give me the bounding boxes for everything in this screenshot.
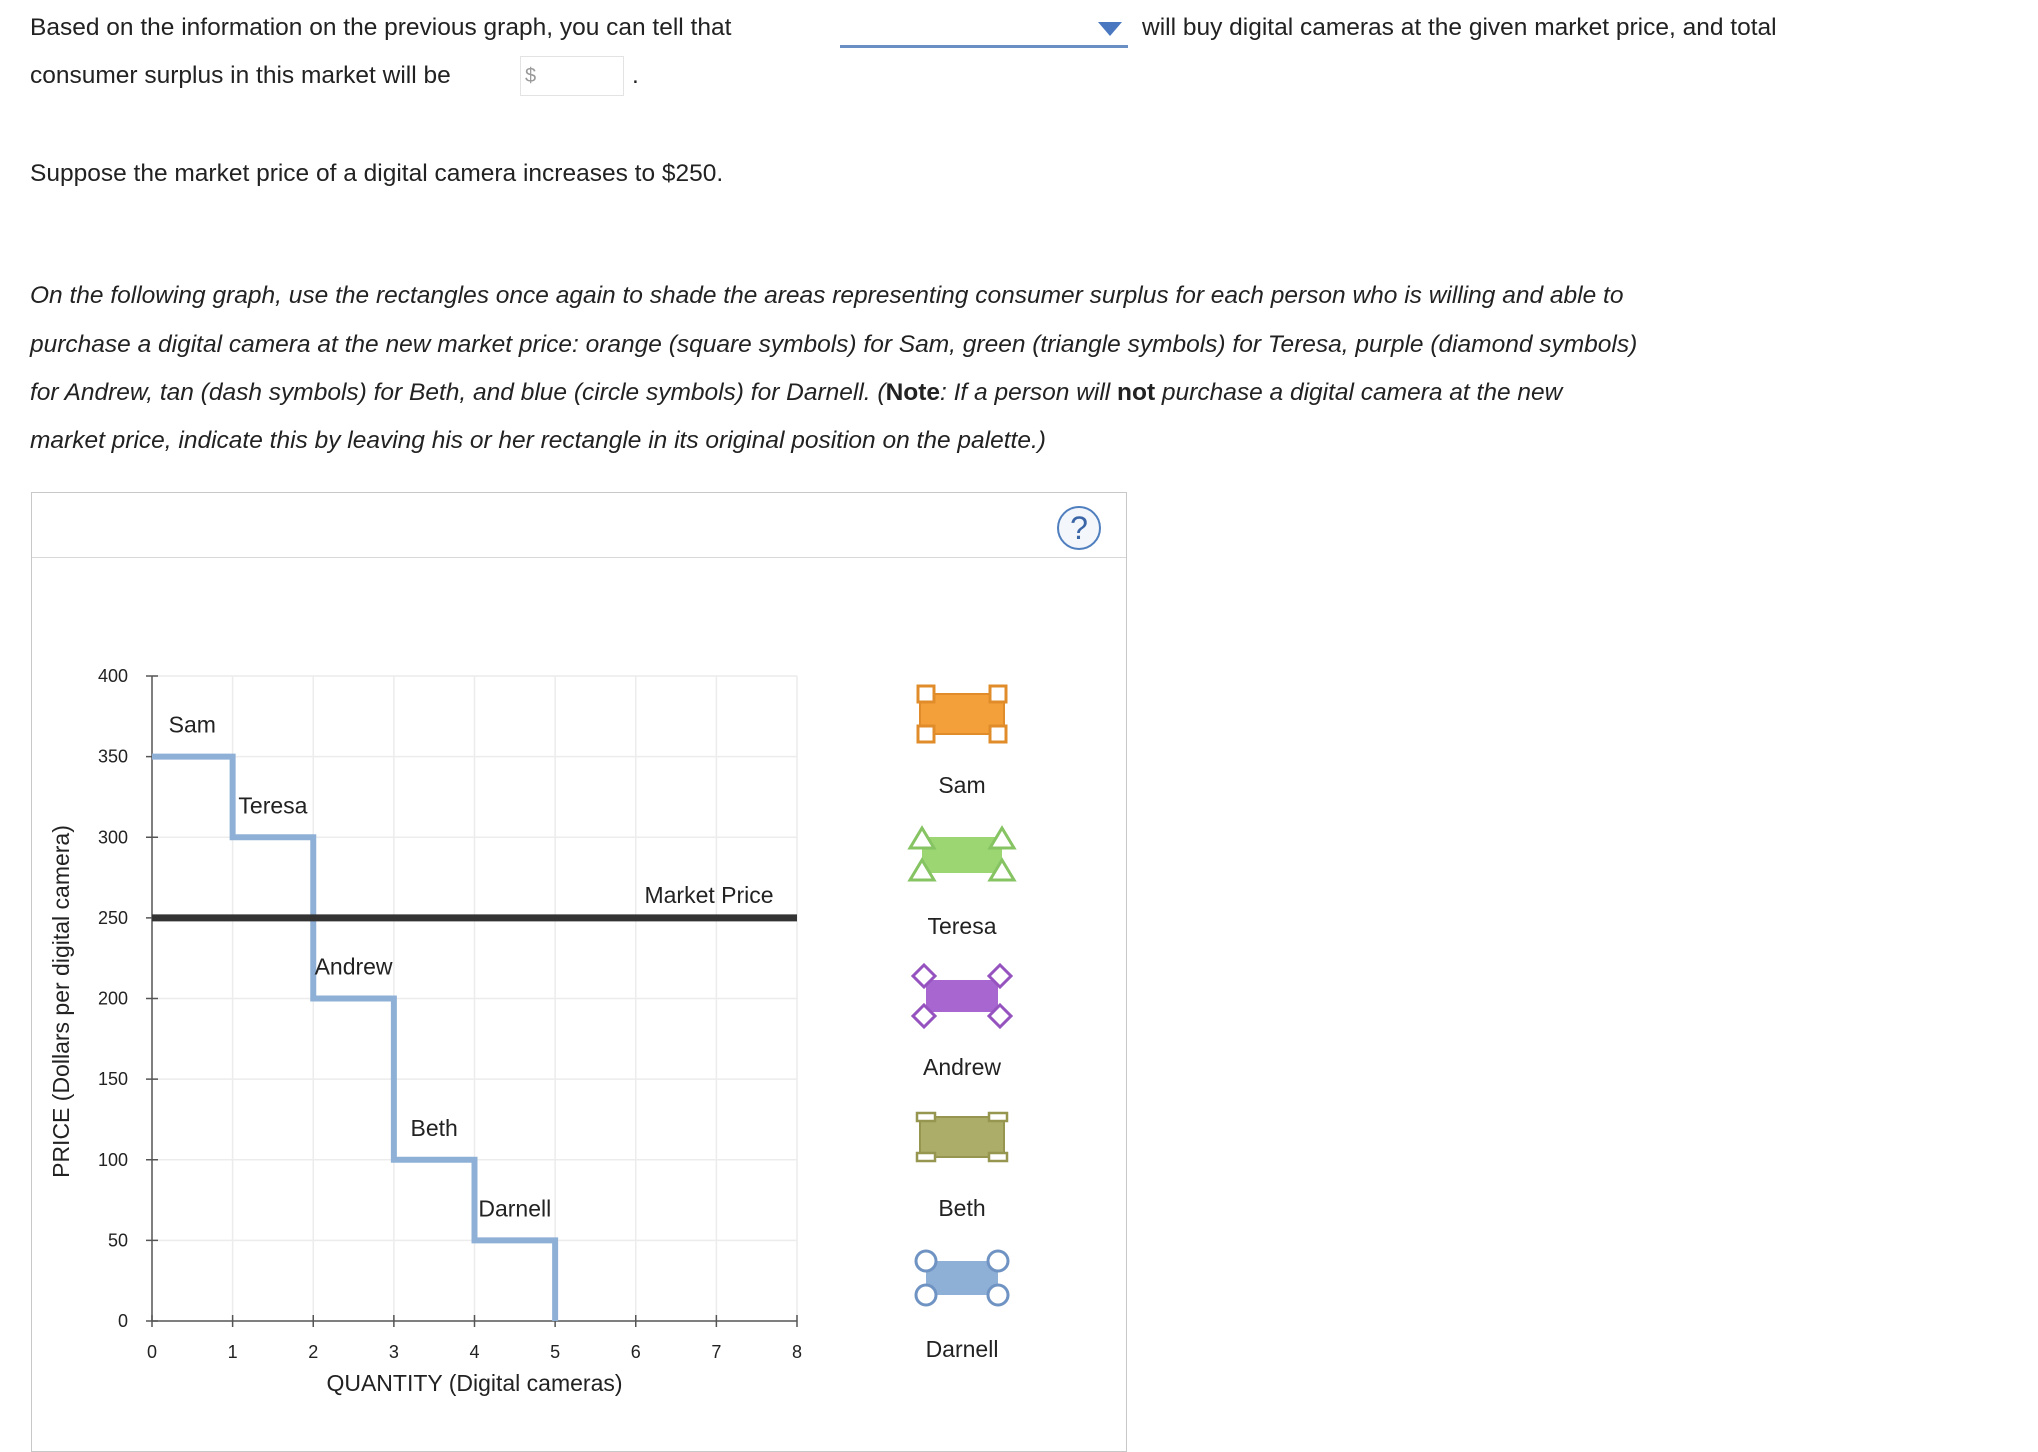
buyer-dropdown[interactable] [840, 14, 1128, 48]
y-tick-label: 100 [98, 1150, 128, 1170]
instructions-line1: On the following graph, use the rectangl… [30, 282, 1624, 309]
step-label-darnell: Darnell [478, 1195, 551, 1221]
instructions-line3-c: purchase a digital camera at the new [1155, 379, 1563, 406]
y-tick-label: 350 [98, 747, 128, 767]
x-tick-label: 3 [389, 1342, 399, 1362]
palette-label-beth: Beth [938, 1195, 985, 1221]
palette-rect-andrew[interactable] [926, 980, 998, 1012]
palette-handle-darnell-circle-icon[interactable] [914, 1249, 938, 1273]
palette-handle-teresa-triangle-icon[interactable] [907, 825, 937, 850]
instructions-note-label: Note [885, 379, 941, 406]
palette-handle-sam-square-icon[interactable] [988, 724, 1008, 744]
x-tick-label: 0 [147, 1342, 157, 1362]
palette-handle-andrew-diamond-icon[interactable] [910, 1002, 938, 1030]
consumer-surplus-input-box[interactable]: $ [520, 56, 624, 96]
x-tick-label: 8 [792, 1342, 802, 1362]
palette-handle-sam-square-icon[interactable] [988, 684, 1008, 704]
graph-toolbar [32, 493, 1126, 558]
palette-handle-darnell-circle-icon[interactable] [914, 1283, 938, 1307]
y-tick-label: 300 [98, 827, 128, 847]
y-tick-label: 200 [98, 989, 128, 1009]
question-text-line1-after: will buy digital cameras at the given ma… [1142, 14, 1777, 41]
y-axis-label: PRICE (Dollars per digital camera) [48, 825, 74, 1178]
palette-handle-andrew-diamond-icon[interactable] [986, 962, 1014, 990]
step-label-sam: Sam [169, 712, 216, 738]
question-text-line1-before: Based on the information on the previous… [30, 14, 732, 41]
palette-handle-darnell-circle-icon[interactable] [986, 1249, 1010, 1273]
palette-handle-andrew-diamond-icon[interactable] [910, 962, 938, 990]
instructions-not-emphasis: not [1117, 379, 1156, 406]
x-tick-label: 7 [711, 1342, 721, 1362]
palette-handle-teresa-triangle-icon[interactable] [987, 857, 1017, 882]
palette-handle-beth-dash-icon[interactable] [987, 1151, 1009, 1163]
palette-handle-beth-dash-icon[interactable] [987, 1111, 1009, 1123]
step-label-teresa: Teresa [238, 792, 307, 818]
palette-label-sam: Sam [938, 772, 985, 798]
instructions-line3-a: for Andrew, tan (dash symbols) for Beth,… [30, 379, 886, 406]
step-label-beth: Beth [411, 1115, 458, 1141]
x-tick-label: 1 [228, 1342, 238, 1362]
consumer-surplus-input[interactable] [543, 61, 623, 93]
instructions-line4: market price, indicate this by leaving h… [30, 427, 1046, 454]
step-label-andrew: Andrew [315, 954, 393, 980]
chevron-down-icon [1098, 22, 1122, 36]
question-period: . [632, 62, 639, 89]
palette-label-darnell: Darnell [926, 1336, 999, 1362]
instructions-line3-b: : If a person will [940, 379, 1118, 406]
palette-rect-beth[interactable] [919, 1116, 1005, 1158]
question-text-line2: consumer surplus in this market will be [30, 62, 451, 89]
palette-rect-teresa[interactable] [922, 837, 1002, 873]
x-tick-label: 2 [308, 1342, 318, 1362]
x-tick-label: 5 [550, 1342, 560, 1362]
palette-label-teresa: Teresa [927, 913, 996, 939]
palette-handle-beth-dash-icon[interactable] [915, 1151, 937, 1163]
demand-curve [152, 753, 559, 1321]
palette-label-andrew: Andrew [923, 1054, 1001, 1080]
currency-symbol: $ [525, 65, 537, 87]
palette-handle-sam-square-icon[interactable] [916, 684, 936, 704]
instructions-line3: for Andrew, tan (dash symbols) for Beth,… [30, 379, 1562, 407]
help-icon[interactable]: ? [1057, 506, 1101, 550]
market-price-label: Market Price [644, 882, 773, 908]
y-tick-label: 0 [118, 1311, 128, 1331]
palette-handle-andrew-diamond-icon[interactable] [986, 1002, 1014, 1030]
palette-rect-darnell[interactable] [926, 1261, 998, 1295]
y-tick-label: 150 [98, 1069, 128, 1089]
palette-handle-beth-dash-icon[interactable] [915, 1111, 937, 1123]
y-tick-label: 400 [98, 666, 128, 686]
instructions-line2: purchase a digital camera at the new mar… [30, 331, 1638, 358]
palette-handle-sam-square-icon[interactable] [916, 724, 936, 744]
scenario-text: Suppose the market price of a digital ca… [30, 160, 724, 187]
y-tick-label: 50 [108, 1230, 128, 1250]
x-tick-label: 6 [631, 1342, 641, 1362]
y-tick-label: 250 [98, 908, 128, 928]
x-tick-label: 4 [469, 1342, 479, 1362]
palette-handle-darnell-circle-icon[interactable] [986, 1283, 1010, 1307]
x-axis-label: QUANTITY (Digital cameras) [326, 1370, 622, 1396]
palette-handle-teresa-triangle-icon[interactable] [907, 857, 937, 882]
palette-handle-teresa-triangle-icon[interactable] [987, 825, 1017, 850]
